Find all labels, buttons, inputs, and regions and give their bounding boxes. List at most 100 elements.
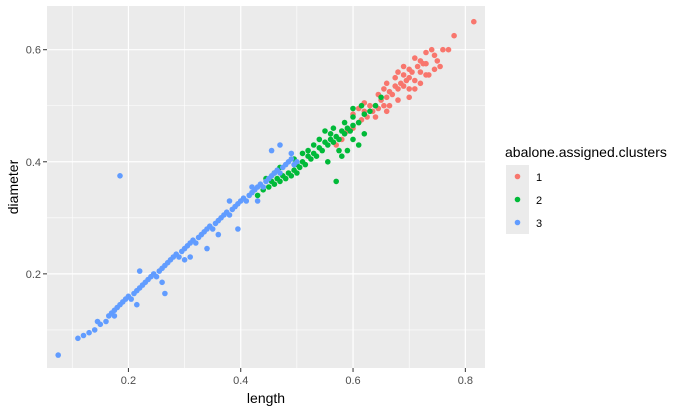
data-point-cluster-3 bbox=[277, 142, 283, 148]
data-point-cluster-3 bbox=[134, 301, 140, 308]
data-point-cluster-1 bbox=[372, 114, 379, 120]
data-point-cluster-2 bbox=[361, 131, 368, 137]
data-point-cluster-3 bbox=[159, 279, 165, 286]
data-point-cluster-2 bbox=[310, 142, 317, 148]
data-point-cluster-3 bbox=[111, 313, 118, 319]
data-point-cluster-1 bbox=[386, 102, 393, 109]
legend-key-swatch bbox=[514, 219, 521, 226]
data-point-cluster-1 bbox=[383, 80, 390, 87]
data-point-cluster-3 bbox=[176, 254, 182, 260]
y-tick-label: 0.2 bbox=[26, 269, 41, 281]
data-point-cluster-2 bbox=[327, 131, 334, 137]
data-point-cluster-3 bbox=[80, 332, 87, 339]
data-point-cluster-2 bbox=[333, 133, 340, 140]
data-point-cluster-1 bbox=[445, 46, 452, 53]
data-point-cluster-3 bbox=[268, 147, 275, 154]
x-tick-label: 0.8 bbox=[458, 375, 473, 387]
data-point-cluster-2 bbox=[367, 108, 373, 115]
data-point-cluster-2 bbox=[327, 136, 334, 143]
data-point-cluster-1 bbox=[406, 86, 413, 92]
data-point-cluster-3 bbox=[94, 318, 101, 325]
data-point-cluster-1 bbox=[423, 49, 429, 56]
y-tick-label: 0.6 bbox=[26, 45, 41, 57]
data-point-cluster-2 bbox=[344, 147, 351, 154]
legend-title: abalone.assigned.clusters bbox=[505, 144, 667, 160]
data-point-cluster-1 bbox=[417, 80, 424, 87]
x-tick-label: 0.6 bbox=[345, 375, 360, 387]
data-point-cluster-1 bbox=[383, 108, 390, 115]
data-point-cluster-3 bbox=[204, 245, 210, 252]
legend-key-swatch bbox=[514, 196, 521, 203]
legend-key-swatch bbox=[514, 173, 521, 180]
data-point-cluster-2 bbox=[254, 192, 261, 199]
data-point-cluster-2 bbox=[355, 142, 362, 148]
data-point-cluster-1 bbox=[414, 63, 421, 70]
data-point-cluster-2 bbox=[305, 147, 311, 154]
data-point-cluster-1 bbox=[428, 46, 435, 53]
data-point-cluster-1 bbox=[367, 102, 373, 109]
data-point-cluster-3 bbox=[103, 318, 109, 325]
data-point-cluster-1 bbox=[412, 55, 418, 61]
data-point-cluster-2 bbox=[350, 122, 356, 129]
x-tick-label: 0.2 bbox=[121, 375, 136, 387]
y-axis-title: diameter bbox=[5, 159, 21, 214]
legend-entry-label: 3 bbox=[536, 218, 542, 230]
data-point-cluster-2 bbox=[344, 125, 351, 131]
data-point-cluster-3 bbox=[260, 184, 267, 190]
data-point-cluster-2 bbox=[350, 136, 356, 143]
data-point-cluster-1 bbox=[383, 94, 390, 101]
data-point-cluster-1 bbox=[451, 32, 457, 39]
data-point-cluster-3 bbox=[254, 198, 261, 204]
data-point-cluster-3 bbox=[226, 198, 233, 204]
data-point-cluster-2 bbox=[266, 184, 272, 190]
data-point-cluster-1 bbox=[398, 80, 404, 87]
data-point-cluster-1 bbox=[403, 77, 410, 84]
data-point-cluster-3 bbox=[181, 257, 188, 263]
data-point-cluster-2 bbox=[350, 114, 356, 120]
data-point-cluster-2 bbox=[378, 94, 384, 101]
data-point-cluster-3 bbox=[277, 170, 283, 176]
data-point-cluster-3 bbox=[226, 212, 233, 218]
data-point-cluster-1 bbox=[392, 83, 399, 89]
data-point-cluster-3 bbox=[235, 226, 241, 232]
data-point-cluster-2 bbox=[361, 111, 368, 117]
data-point-cluster-2 bbox=[305, 153, 311, 159]
data-point-cluster-1 bbox=[406, 94, 413, 101]
data-point-cluster-1 bbox=[392, 74, 399, 81]
data-point-cluster-3 bbox=[294, 159, 300, 165]
data-point-cluster-1 bbox=[412, 86, 418, 92]
data-point-cluster-2 bbox=[355, 119, 362, 126]
data-point-cluster-1 bbox=[434, 58, 441, 64]
data-point-cluster-2 bbox=[325, 159, 331, 165]
data-point-cluster-3 bbox=[128, 296, 134, 302]
data-point-cluster-2 bbox=[358, 102, 365, 109]
data-point-cluster-2 bbox=[330, 125, 337, 131]
data-point-cluster-1 bbox=[420, 60, 427, 67]
data-point-cluster-1 bbox=[381, 102, 387, 109]
x-axis-title: length bbox=[247, 390, 285, 406]
data-point-cluster-2 bbox=[299, 159, 306, 165]
data-point-cluster-1 bbox=[471, 18, 477, 25]
data-point-cluster-3 bbox=[193, 240, 199, 246]
data-point-cluster-2 bbox=[316, 136, 323, 143]
data-point-cluster-3 bbox=[288, 156, 295, 162]
data-point-cluster-3 bbox=[288, 150, 295, 157]
data-point-cluster-2 bbox=[310, 150, 317, 157]
data-point-cluster-1 bbox=[395, 69, 401, 75]
data-point-cluster-2 bbox=[322, 139, 328, 145]
major-gridlines bbox=[47, 6, 485, 368]
data-point-cluster-1 bbox=[381, 86, 387, 92]
data-point-cluster-3 bbox=[243, 198, 250, 204]
data-point-cluster-1 bbox=[406, 66, 413, 73]
data-point-cluster-1 bbox=[440, 46, 446, 53]
data-point-cluster-1 bbox=[431, 66, 438, 73]
legend: abalone.assigned.clusters 1 2 3 bbox=[505, 144, 667, 234]
data-point-cluster-1 bbox=[400, 72, 407, 78]
y-tick-label: 0.4 bbox=[26, 157, 41, 169]
data-point-cluster-3 bbox=[249, 184, 255, 190]
data-point-cluster-2 bbox=[341, 119, 348, 126]
data-point-cluster-3 bbox=[215, 231, 222, 238]
data-point-cluster-1 bbox=[437, 63, 443, 70]
